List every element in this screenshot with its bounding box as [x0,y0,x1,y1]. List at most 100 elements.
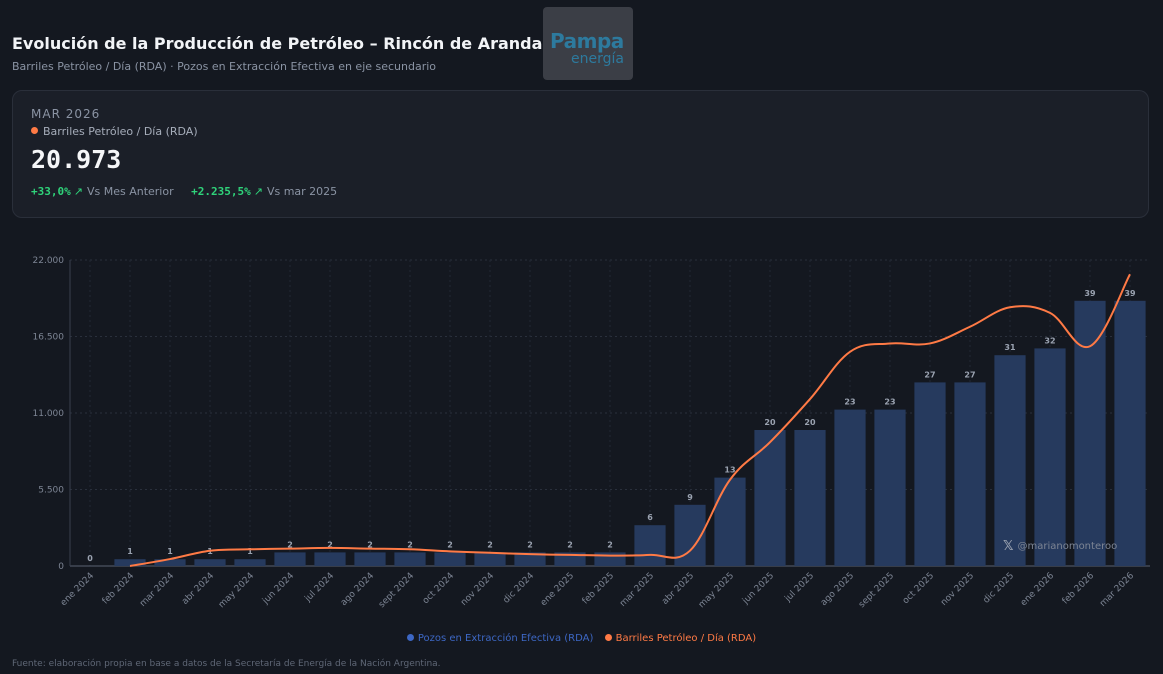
bar-wells [634,525,666,566]
y-tick-label: 22.000 [33,256,65,266]
bar-wells [794,430,826,566]
bar-data-label: 2 [527,540,533,549]
x-tick-label: sept 2024 [377,571,416,610]
trending-up-icon: ↗ [253,185,263,198]
logo-text-secondary: energía [571,51,624,67]
x-tick-label: may 2025 [697,571,736,610]
bar-wells [194,559,226,566]
kpi-series-label: Barriles Petróleo / Día (RDA) [31,125,198,138]
line-barrels [129,273,1131,567]
bar-data-label: 1 [167,547,173,556]
bar-wells [474,552,506,566]
bar-data-label: 20 [764,418,776,427]
bar-data-label: 39 [1084,289,1096,298]
x-tick-label: jul 2024 [303,571,337,605]
y-tick-label: 0 [58,562,64,572]
x-tick-label: jul 2025 [783,571,817,605]
bar-data-label: 13 [724,466,735,475]
bar-data-label: 2 [447,540,453,549]
x-tick-label: feb 2024 [101,571,137,607]
x-tick-label: ene 2025 [539,571,576,608]
bar-wells [274,552,306,566]
chart-legend: Pozos en Extracción Efectiva (RDA) Barri… [0,633,1163,644]
x-tick-label: ago 2024 [339,571,376,608]
x-tick-label: ago 2025 [819,571,856,608]
pampa-energia-logo: Pampa energía [543,7,633,80]
legend-dot-icon [604,634,612,641]
bar-data-label: 2 [407,540,413,549]
bar-data-label: 23 [844,398,855,407]
logo-text-primary: Pampa [550,29,624,53]
bar-wells [314,552,346,566]
bar-data-label: 6 [647,513,653,522]
bar-data-label: 9 [687,493,693,502]
bar-wells [754,430,786,566]
x-tick-label: jun 2024 [260,571,296,607]
chart-subtitle: Barriles Petróleo / Día (RDA) · Pozos en… [12,60,437,73]
bar-data-label: 2 [567,540,573,549]
x-tick-label: dic 2024 [502,571,537,606]
bar-data-label: 1 [127,547,133,556]
bar-wells [154,559,186,566]
y-tick-label: 5.500 [38,486,64,496]
bar-wells [954,382,986,566]
bar-data-label: 2 [327,540,333,549]
legend-item-barrels[interactable]: Barriles Petróleo / Día (RDA) [604,633,756,644]
bar-data-label: 20 [804,418,816,427]
bar-wells [394,552,426,566]
bar-wells [114,559,146,566]
chart-title: Evolución de la Producción de Petróleo –… [12,34,543,53]
x-tick-label: mar 2026 [1098,571,1136,609]
x-logo-icon: 𝕏 [1003,539,1014,554]
x-tick-label: abr 2024 [180,571,216,607]
bar-data-label: 23 [884,398,895,407]
change-month-value: +33,0% [31,185,71,198]
bar-wells [234,559,266,566]
x-tick-label: ene 2024 [59,571,96,608]
source-note: Fuente: elaboración propia en base a dat… [12,659,441,669]
legend-item-wells[interactable]: Pozos en Extracción Efectiva (RDA) [406,633,594,644]
x-tick-label: nov 2024 [459,571,496,608]
bar-wells [434,552,466,566]
x-tick-label: abr 2025 [660,571,696,607]
kpi-changes: +33,0% ↗ Vs Mes Anterior +2.235,5% ↗ Vs mar … [31,185,351,198]
bar-wells [1114,300,1146,566]
bar-data-label: 27 [924,370,935,379]
kpi-period: MAR 2026 [31,107,101,121]
bar-data-label: 2 [287,540,293,549]
x-tick-label: oct 2024 [421,571,456,606]
x-tick-label: mar 2025 [618,571,656,609]
bar-data-label: 1 [247,547,253,556]
x-tick-label: sept 2025 [857,571,896,610]
production-chart: 0 5.500 11.000 16.500 22.000 0 1 1 1 1 2 2 2 2 2 2 2 2 2 6 9… [33,256,1150,610]
bar-data-label: 0 [87,554,93,563]
series-color-dot-icon [31,127,38,134]
x-tick-label: jun 2025 [740,571,776,607]
kpi-series-text: Barriles Petróleo / Día (RDA) [43,125,198,138]
x-tick-label: nov 2025 [939,571,976,608]
kpi-value: 20.973 [31,145,122,174]
kpi-card: MAR 2026 Barriles Petróleo / Día (RDA) 2… [12,90,1149,218]
x-tick-label: mar 2024 [138,571,176,609]
bar-data-label: 31 [1004,343,1016,352]
change-year-value: +2.235,5% [191,185,251,198]
bar-data-label: 1 [207,547,213,556]
x-tick-label: dic 2025 [982,571,1017,606]
bar-wells [874,409,906,566]
change-month-label: Vs Mes Anterior [86,185,174,198]
bar-data-label: 27 [964,370,975,379]
bar-data-label: 32 [1044,336,1055,345]
bar-wells [834,409,866,566]
legend-label-wells: Pozos en Extracción Efectiva (RDA) [417,633,594,644]
x-tick-label: feb 2025 [581,571,616,606]
watermark: 𝕏 @marianomonteroo [1003,539,1117,554]
bar-wells [354,552,386,566]
bar-wells [594,552,626,566]
y-tick-label: 16.500 [33,333,65,343]
bar-data-label: 39 [1124,289,1136,298]
y-tick-label: 11.000 [33,409,65,419]
bar-wells [1034,348,1066,566]
legend-dot-icon [406,634,414,641]
bar-data-label: 2 [607,540,613,549]
x-tick-label: feb 2026 [1061,571,1097,607]
